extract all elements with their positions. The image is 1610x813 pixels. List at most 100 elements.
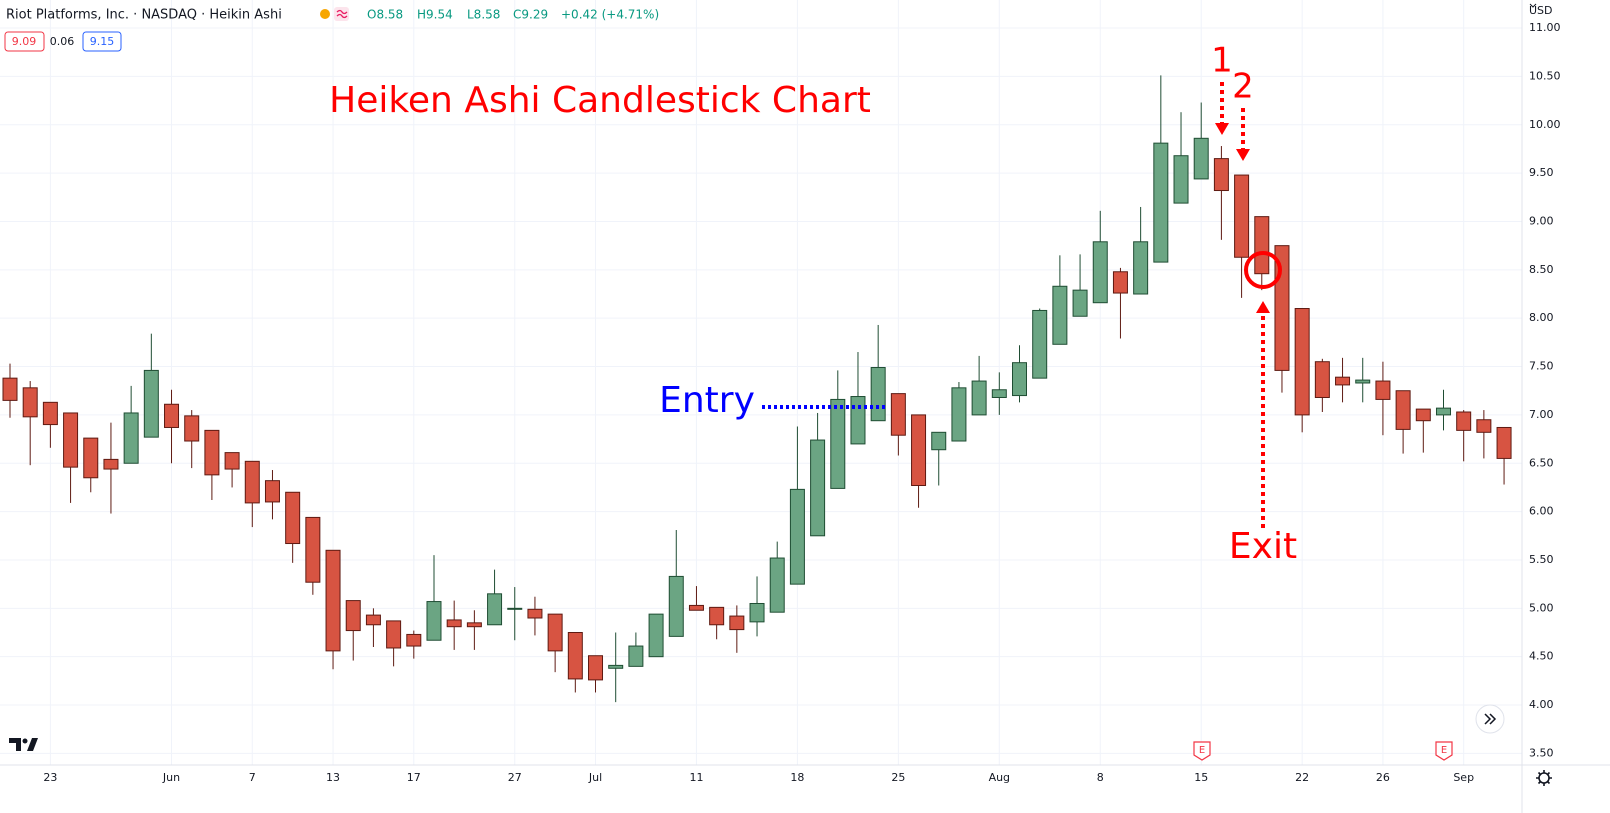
candle-body (507, 607, 523, 610)
candle-body (103, 458, 119, 470)
y-tick-label: 6.50 (1529, 456, 1554, 469)
candle-body (810, 439, 826, 537)
earnings-marker (1435, 741, 1453, 761)
candle-body (143, 369, 159, 438)
candle-body (951, 387, 967, 442)
y-tick-label: 5.50 (1529, 553, 1554, 566)
arrow-2-head (1236, 149, 1250, 161)
candle-body (931, 431, 947, 451)
candle-body (749, 602, 765, 623)
x-tick-label: 23 (43, 771, 57, 784)
candle-body (1153, 142, 1169, 263)
ohlc-value: +0.42 (+4.71%) (561, 8, 659, 22)
ask-box (82, 31, 122, 52)
candle-body (365, 614, 381, 626)
x-tick-label: Jul (588, 771, 602, 784)
candle-body (608, 664, 624, 669)
candle-body (487, 593, 503, 626)
annotation: Entry (659, 380, 755, 421)
x-tick-label: 18 (790, 771, 804, 784)
price-box-value: 9.15 (90, 35, 115, 48)
y-tick-label: 3.50 (1529, 746, 1554, 759)
annotation: 2 (1232, 67, 1254, 107)
currency-caret (1529, 3, 1537, 8)
candle-body (426, 601, 442, 641)
bid-box (4, 31, 45, 52)
candle-body (1314, 361, 1330, 398)
candle-body (911, 414, 927, 486)
y-tick-label: 7.00 (1529, 408, 1554, 421)
candle-body (1375, 380, 1391, 400)
candle-body (1456, 411, 1472, 431)
candle-body (446, 619, 462, 628)
candle-body (870, 367, 886, 422)
candle-body (22, 387, 38, 418)
tv-logo (9, 738, 38, 751)
x-tick-label: Aug (989, 771, 1010, 784)
x-tick-label: 8 (1097, 771, 1104, 784)
x-tick-label: 15 (1194, 771, 1208, 784)
candle-body (264, 480, 280, 503)
candle-body (1234, 174, 1250, 258)
x-tick-label: 13 (326, 771, 340, 784)
x-tick-label: 7 (249, 771, 256, 784)
candle-body (1072, 289, 1088, 317)
exit-arrow-head (1256, 301, 1270, 313)
candle-body (42, 401, 58, 426)
ohlc-value: C9.29 (513, 8, 548, 22)
candle-body (1476, 419, 1492, 433)
candle-body (547, 613, 563, 652)
earnings-label: E (1441, 745, 1447, 756)
candle-body (1435, 407, 1451, 416)
candle-body (1294, 308, 1310, 416)
y-tick-label: 5.00 (1529, 601, 1554, 614)
ohlc-value: L8.58 (467, 8, 500, 22)
candle-body (285, 491, 301, 545)
candle-body (1052, 285, 1068, 345)
candle-body (890, 393, 906, 436)
x-tick-label: 27 (508, 771, 522, 784)
status-icon (320, 9, 330, 19)
y-tick-label: 8.00 (1529, 311, 1554, 324)
candle-body (1133, 241, 1149, 295)
candle-body (184, 415, 200, 442)
candle-body (628, 645, 644, 667)
y-tick-label: 4.50 (1529, 650, 1554, 663)
y-tick-label: 4.00 (1529, 698, 1554, 711)
candle-body (971, 380, 987, 416)
price-box-value: 0.06 (50, 35, 75, 48)
exit-circle (1244, 251, 1282, 289)
x-tick-label: Jun (162, 771, 180, 784)
earnings-label: E (1199, 745, 1205, 756)
candle-body (830, 398, 846, 489)
candle-body (709, 606, 725, 626)
candle-body (1496, 426, 1512, 459)
earnings-marker (1193, 741, 1211, 761)
candle-body (1395, 390, 1411, 430)
y-tick-label: 6.00 (1529, 505, 1554, 518)
candle-body (1335, 376, 1351, 386)
candle-body (648, 613, 664, 658)
candles (2, 75, 1512, 703)
candle-body (588, 655, 604, 681)
settings-button[interactable] (1536, 770, 1552, 786)
y-tick-label: 8.50 (1529, 263, 1554, 276)
candle-body (850, 396, 866, 445)
candle-body (688, 604, 704, 611)
annotation-arrows (762, 82, 1282, 528)
scroll-icon (1484, 713, 1497, 725)
candle-body (729, 615, 745, 631)
annotation: Exit (1229, 526, 1297, 567)
x-tick-label: 25 (891, 771, 905, 784)
y-tick-label: 9.00 (1529, 214, 1554, 227)
candle-body (244, 460, 260, 504)
ohlc-value: O8.58 (367, 8, 403, 22)
x-tick-label: 22 (1295, 771, 1309, 784)
price-box-value: 9.09 (12, 35, 37, 48)
candle-body (204, 429, 220, 476)
y-tick-label: 11.00 (1529, 21, 1561, 34)
candle-body (567, 632, 583, 680)
candle-body (406, 633, 422, 647)
currency: USD (1529, 4, 1553, 17)
